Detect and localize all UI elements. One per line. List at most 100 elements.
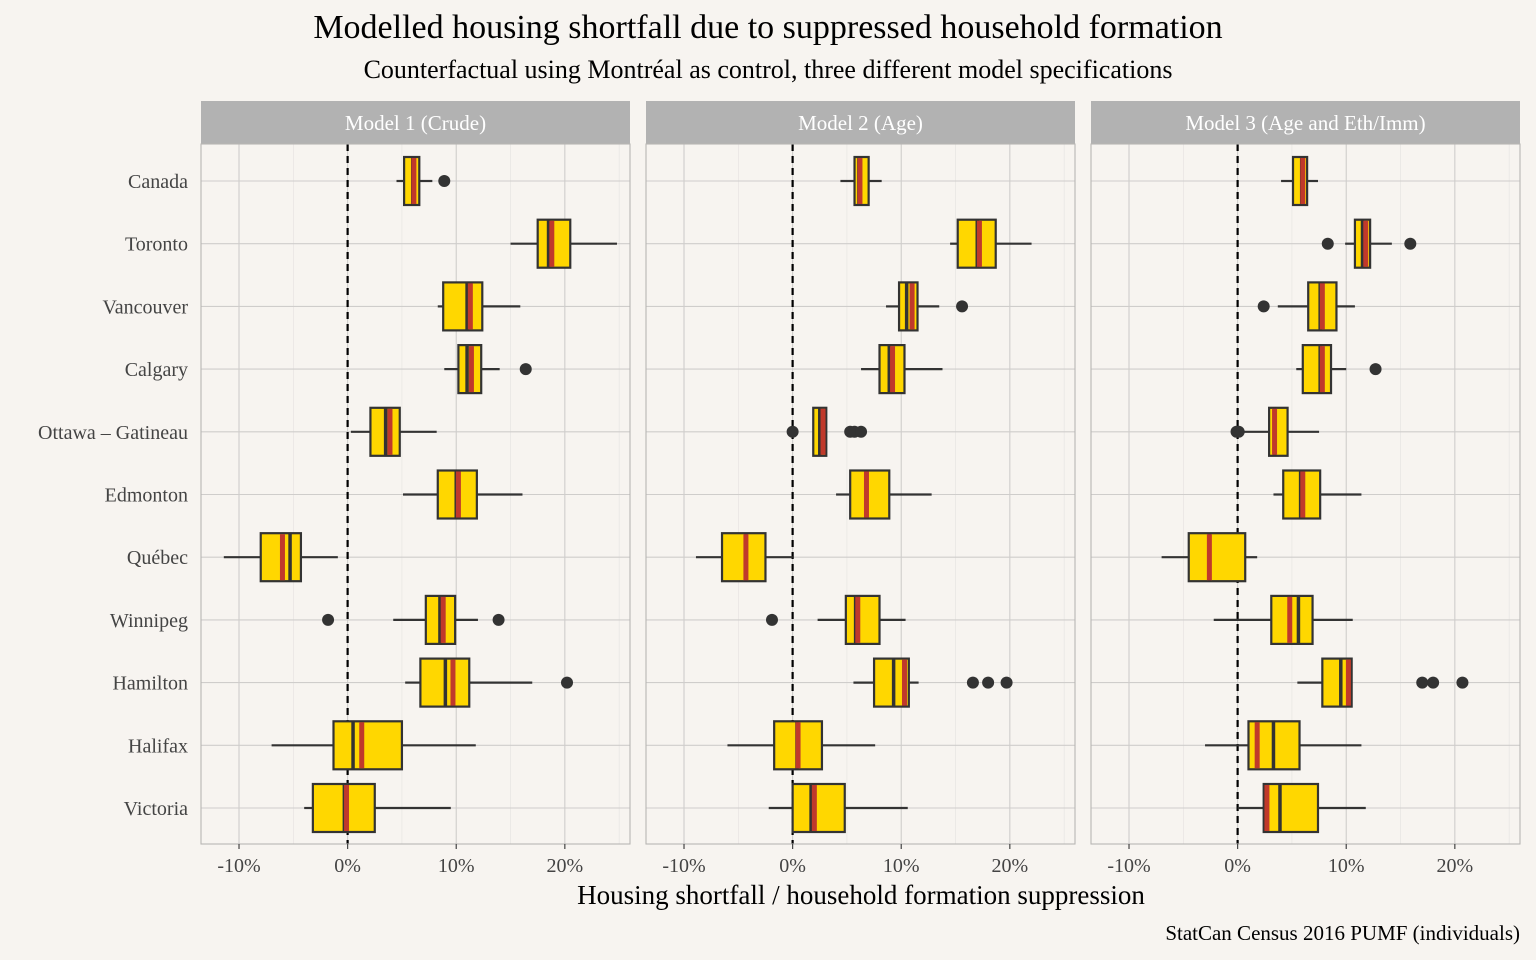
boxplot-1 <box>840 155 882 207</box>
panel-strip-label: Model 2 (Age) <box>798 111 923 135</box>
boxplot-2 <box>950 218 1032 269</box>
y-tick-label: Edmonton <box>105 485 188 507</box>
outlier-point <box>765 613 778 626</box>
y-tick-label: Calgary <box>125 359 188 381</box>
boxplot-9 <box>853 657 1013 708</box>
x-tick-label: 0% <box>334 855 361 877</box>
y-tick-label: Toronto <box>125 234 188 256</box>
boxplot-8 <box>765 594 906 646</box>
panel-border <box>645 143 1076 845</box>
boxplot-1 <box>1281 155 1318 207</box>
boxplot-4 <box>1296 344 1382 395</box>
panel-3: Model 3 (Age and Eth/Imm) -10% 0% 10% 20% <box>1090 101 1521 877</box>
outlier-point <box>1416 676 1429 689</box>
x-tick-label: -10% <box>1107 855 1150 877</box>
panel-border <box>200 143 631 845</box>
boxplot-7 <box>695 532 793 583</box>
boxplot-5 <box>1230 406 1320 457</box>
boxplot-4 <box>861 344 943 395</box>
x-tick-label: 0% <box>779 855 806 877</box>
outlier-point <box>519 363 532 376</box>
x-tick-label: -10% <box>217 855 260 877</box>
box-iqr <box>442 281 484 332</box>
outlier-point <box>1257 300 1270 313</box>
outlier-point <box>956 300 969 313</box>
box-iqr <box>332 720 404 771</box>
panel-1: Model 1 (Crude) -10% 0% 10% 20% <box>200 101 631 877</box>
box-iqr <box>1262 782 1320 834</box>
boxplot-5 <box>350 406 437 457</box>
outlier-point <box>1456 676 1469 689</box>
panel-strip-label: Model 3 (Age and Eth/Imm) <box>1185 111 1425 135</box>
box-iqr <box>1268 406 1289 457</box>
outlier-point <box>786 425 799 438</box>
boxplot-1 <box>396 155 451 207</box>
boxplot-10 <box>271 720 476 771</box>
outlier-point <box>1369 363 1382 376</box>
panels: Canada Toronto Vancouver Calgary Ottawa – Ga… <box>38 101 1521 877</box>
outlier-point <box>1321 237 1334 250</box>
y-tick-label: Ottawa – Gatineau <box>38 422 188 444</box>
box-iqr <box>849 469 891 520</box>
outlier-point <box>561 676 574 689</box>
outlier-point <box>492 613 505 626</box>
chart-title: Modelled housing shortfall due to suppre… <box>313 9 1222 46</box>
panel-2: Model 2 (Age) -10% 0% 10% 20% <box>645 101 1076 877</box>
x-tick-label: 10% <box>438 855 475 877</box>
boxplot-11 <box>1237 782 1366 834</box>
panel-strip <box>1091 101 1520 144</box>
box-iqr <box>1187 532 1247 583</box>
boxplot-5 <box>786 406 868 457</box>
panel-strip <box>201 101 630 144</box>
x-tick-label: 0% <box>1224 855 1251 877</box>
boxplot-10 <box>727 720 876 771</box>
boxplot-7 <box>223 532 338 583</box>
x-tick-label: 10% <box>883 855 920 877</box>
outlier-point <box>855 425 868 438</box>
boxplot-9 <box>405 657 574 708</box>
boxplot-11 <box>768 782 908 834</box>
panel-strip <box>646 101 1075 144</box>
boxplot-3 <box>1257 281 1355 332</box>
boxplot-9 <box>1297 657 1469 708</box>
boxplot-2 <box>510 218 617 269</box>
outlier-point <box>1232 425 1245 438</box>
outlier-point <box>1000 676 1013 689</box>
x-tick-label: 20% <box>991 855 1028 877</box>
outlier-point <box>322 613 335 626</box>
x-tick-label: 10% <box>1328 855 1365 877</box>
boxplot-10 <box>1205 720 1362 771</box>
boxplot-7 <box>1161 532 1258 583</box>
x-axis-label: Housing shortfall / household formation … <box>577 880 1145 910</box>
x-tick-label: 20% <box>1436 855 1473 877</box>
boxplot-3 <box>437 281 521 332</box>
box-iqr <box>844 594 881 646</box>
y-tick-label: Canada <box>128 171 188 193</box>
box-iqr <box>791 782 846 834</box>
outlier-point <box>966 676 979 689</box>
chart-caption: StatCan Census 2016 PUMF (individuals) <box>1165 921 1520 945</box>
boxplot-8 <box>322 594 505 646</box>
boxplot-4 <box>444 344 532 395</box>
panel-border <box>1090 143 1521 845</box>
x-tick-label: -10% <box>662 855 705 877</box>
x-tick-label: 20% <box>546 855 583 877</box>
boxplot-2 <box>1321 218 1417 269</box>
y-tick-label: Winnipeg <box>110 610 188 632</box>
boxplot-3 <box>886 281 969 332</box>
y-tick-label: Hamilton <box>112 673 188 695</box>
y-tick-label: Victoria <box>124 798 188 820</box>
boxplot-8 <box>1213 594 1353 646</box>
panel-strip-label: Model 1 (Crude) <box>345 111 486 135</box>
boxplot-6 <box>403 469 523 520</box>
boxplot-6 <box>1273 469 1362 520</box>
boxplot-6 <box>836 469 932 520</box>
y-tick-label: Halifax <box>128 735 188 757</box>
y-tick-label: Vancouver <box>102 296 188 318</box>
chart-subtitle: Counterfactual using Montréal as control… <box>364 55 1173 84</box>
outlier-point <box>438 175 451 187</box>
y-tick-label: Québec <box>127 547 188 569</box>
outlier-point <box>1427 676 1440 689</box>
box-iqr <box>1301 344 1333 395</box>
